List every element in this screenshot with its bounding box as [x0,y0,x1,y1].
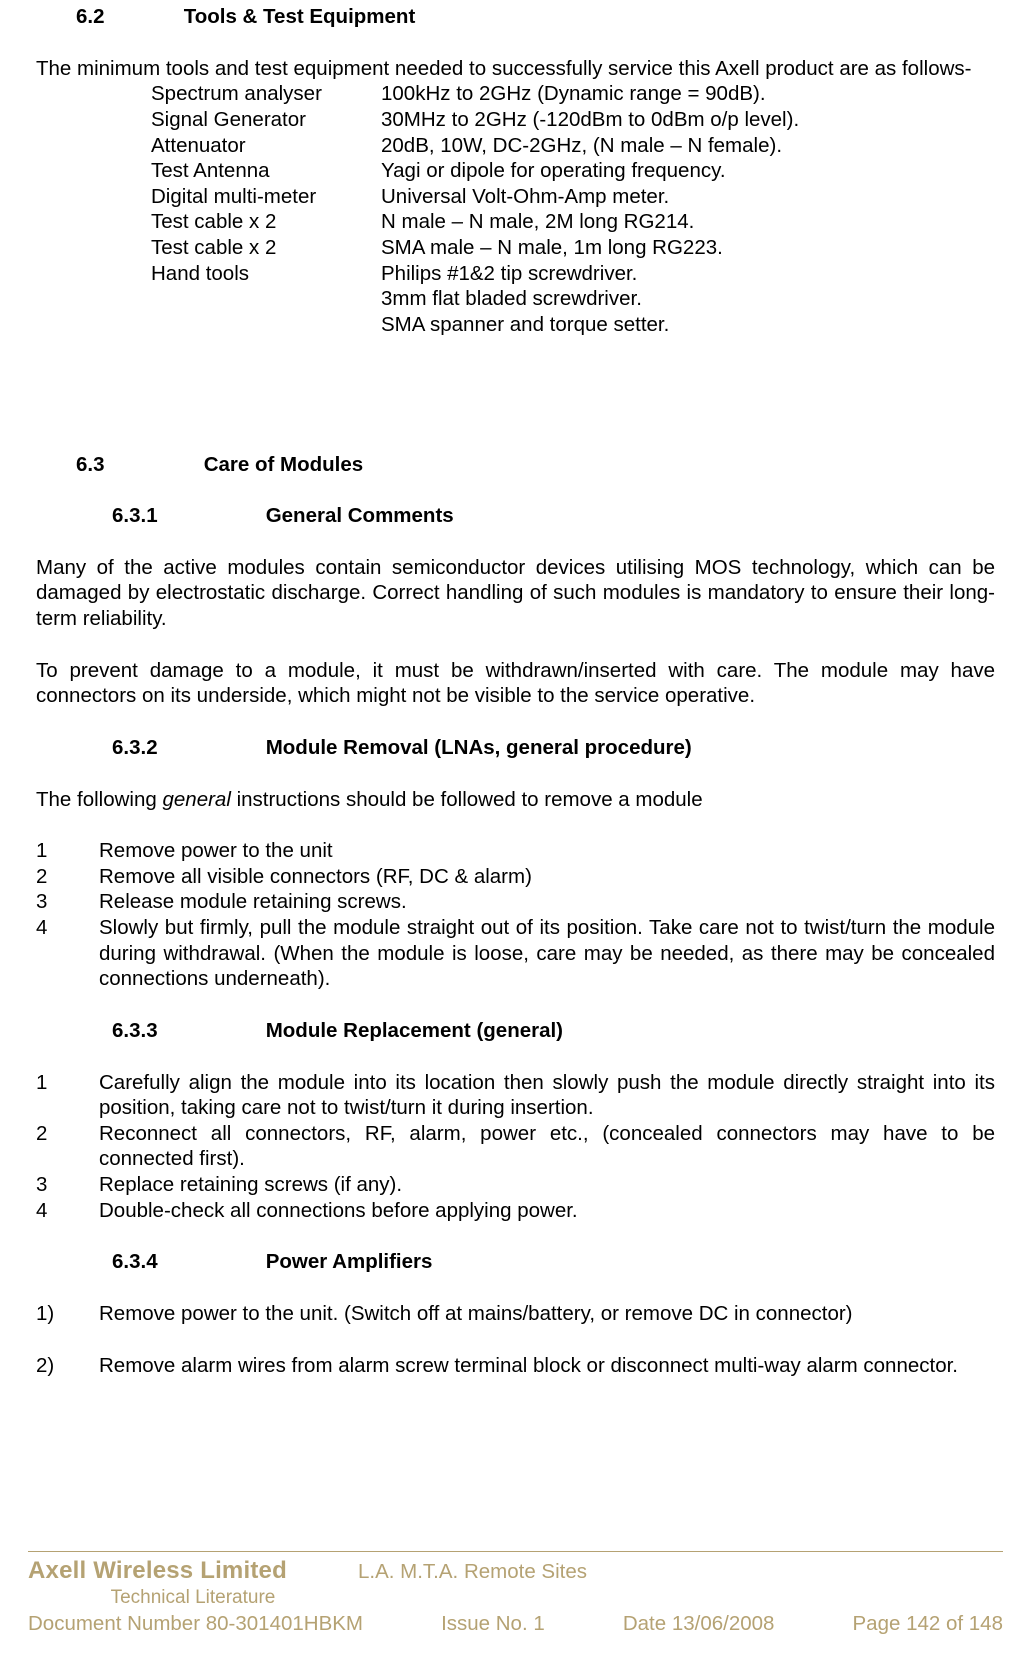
footer-docnum: Document Number 80-301401HBKM [28,1611,363,1637]
footer-project: L.A. M.T.A. Remote Sites [358,1559,587,1585]
list-item: 4Double-check all connections before app… [36,1198,995,1224]
item-text: Reconnect all connectors, RF, alarm, pow… [99,1121,995,1172]
equipment-table: Spectrum analyser100kHz to 2GHz (Dynamic… [151,81,995,337]
equip-desc: Philips #1&2 tip screwdriver. [381,261,995,287]
section-6-3-4-heading: 6.3.4 Power Amplifiers [112,1249,995,1275]
equip-desc: N male – N male, 2M long RG214. [381,209,995,235]
item-text: Carefully align the module into its loca… [99,1070,995,1121]
para-6-3-2-lead: The following general instructions shoul… [36,787,995,813]
item-text: Remove all visible connectors (RF, DC & … [99,864,995,890]
table-row: 3mm flat bladed screwdriver. [151,286,995,312]
item-number: 1) [36,1301,99,1327]
equip-name: Attenuator [151,133,381,159]
list-6-3-2: 1Remove power to the unit 2Remove all vi… [36,838,995,992]
subsection-number: 6.3.1 [112,503,260,529]
subsection-title: General Comments [266,504,454,527]
section-6-2-heading: 6.2 Tools & Test Equipment [76,4,995,30]
subsection-number: 6.3.4 [112,1249,260,1275]
subsection-title: Power Amplifiers [266,1250,433,1273]
table-row: Test AntennaYagi or dipole for operating… [151,158,995,184]
item-number: 1 [36,838,99,864]
section-number: 6.3 [76,452,198,478]
section-6-3-heading: 6.3 Care of Modules [76,452,995,478]
item-text: Replace retaining screws (if any). [99,1172,995,1198]
table-row: Test cable x 2SMA male – N male, 1m long… [151,235,995,261]
equip-name: Spectrum analyser [151,81,381,107]
equip-name [151,312,381,338]
footer-page: Page 142 of 148 [853,1611,1003,1637]
page-footer: Axell Wireless Limited L.A. M.T.A. Remot… [28,1551,1003,1637]
section-title: Tools & Test Equipment [184,5,416,28]
section-6-2-intro: The minimum tools and test equipment nee… [36,56,995,82]
equip-name: Test cable x 2 [151,235,381,261]
item-text: Remove power to the unit. (Switch off at… [99,1301,995,1327]
footer-issue: Issue No. 1 [441,1611,545,1637]
item-text: Remove alarm wires from alarm screw term… [99,1353,995,1379]
equip-desc: 100kHz to 2GHz (Dynamic range = 90dB). [381,81,995,107]
list-item: 3Replace retaining screws (if any). [36,1172,995,1198]
section-6-3-3-heading: 6.3.3 Module Replacement (general) [112,1018,995,1044]
table-row: Digital multi-meterUniversal Volt-Ohm-Am… [151,184,995,210]
section-6-3-1-heading: 6.3.1 General Comments [112,503,995,529]
equip-desc: 30MHz to 2GHz (-120dBm to 0dBm o/p level… [381,107,995,133]
item-number: 2 [36,1121,99,1172]
equip-name: Digital multi-meter [151,184,381,210]
item-text: Double-check all connections before appl… [99,1198,995,1224]
table-row: Attenuator20dB, 10W, DC-2GHz, (N male – … [151,133,995,159]
equip-desc: Yagi or dipole for operating frequency. [381,158,995,184]
equip-name: Hand tools [151,261,381,287]
subsection-number: 6.3.3 [112,1018,260,1044]
subsection-title: Module Removal (LNAs, general procedure) [266,736,692,759]
item-text: Release module retaining screws. [99,889,995,915]
list-6-3-3: 1Carefully align the module into its loc… [36,1070,995,1224]
list-item: 4Slowly but firmly, pull the module stra… [36,915,995,992]
table-row: Hand toolsPhilips #1&2 tip screwdriver. [151,261,995,287]
item-number: 4 [36,1198,99,1224]
equip-desc: SMA spanner and torque setter. [381,312,995,338]
lead-pre: The following [36,788,162,811]
table-row: Signal Generator30MHz to 2GHz (-120dBm t… [151,107,995,133]
subsection-number: 6.3.2 [112,735,260,761]
list-item: 1Remove power to the unit [36,838,995,864]
item-number: 2) [36,1353,99,1379]
lead-post: instructions should be followed to remov… [231,788,703,811]
equip-desc: 3mm flat bladed screwdriver. [381,286,995,312]
lead-italic: general [162,788,230,811]
list-item: 2)Remove alarm wires from alarm screw te… [36,1353,995,1379]
equip-name: Signal Generator [151,107,381,133]
subsection-title: Module Replacement (general) [266,1019,563,1042]
equip-name [151,286,381,312]
equip-desc: Universal Volt-Ohm-Amp meter. [381,184,995,210]
list-item: 1)Remove power to the unit. (Switch off … [36,1301,995,1327]
item-number: 3 [36,1172,99,1198]
equip-name: Test cable x 2 [151,209,381,235]
item-number: 2 [36,864,99,890]
equip-desc: SMA male – N male, 1m long RG223. [381,235,995,261]
para-6-3-1-b: To prevent damage to a module, it must b… [36,658,995,709]
footer-techlit: Technical Literature [28,1586,358,1610]
list-item: 1Carefully align the module into its loc… [36,1070,995,1121]
section-6-3-2-heading: 6.3.2 Module Removal (LNAs, general proc… [112,735,995,761]
item-text: Remove power to the unit [99,838,995,864]
para-6-3-1-a: Many of the active modules contain semic… [36,555,995,632]
list-item: 2Reconnect all connectors, RF, alarm, po… [36,1121,995,1172]
list-6-3-4: 1)Remove power to the unit. (Switch off … [36,1301,995,1378]
table-row: Spectrum analyser100kHz to 2GHz (Dynamic… [151,81,995,107]
section-title: Care of Modules [204,453,363,476]
footer-date: Date 13/06/2008 [623,1611,775,1637]
list-item: 3Release module retaining screws. [36,889,995,915]
equip-name: Test Antenna [151,158,381,184]
table-row: SMA spanner and torque setter. [151,312,995,338]
section-number: 6.2 [76,4,178,30]
footer-company: Axell Wireless Limited [28,1556,358,1586]
item-number: 3 [36,889,99,915]
list-item: 2Remove all visible connectors (RF, DC &… [36,864,995,890]
document-page: 6.2 Tools & Test Equipment The minimum t… [0,4,1031,1659]
item-number: 4 [36,915,99,992]
table-row: Test cable x 2N male – N male, 2M long R… [151,209,995,235]
equip-desc: 20dB, 10W, DC-2GHz, (N male – N female). [381,133,995,159]
item-text: Slowly but firmly, pull the module strai… [99,915,995,992]
item-number: 1 [36,1070,99,1121]
